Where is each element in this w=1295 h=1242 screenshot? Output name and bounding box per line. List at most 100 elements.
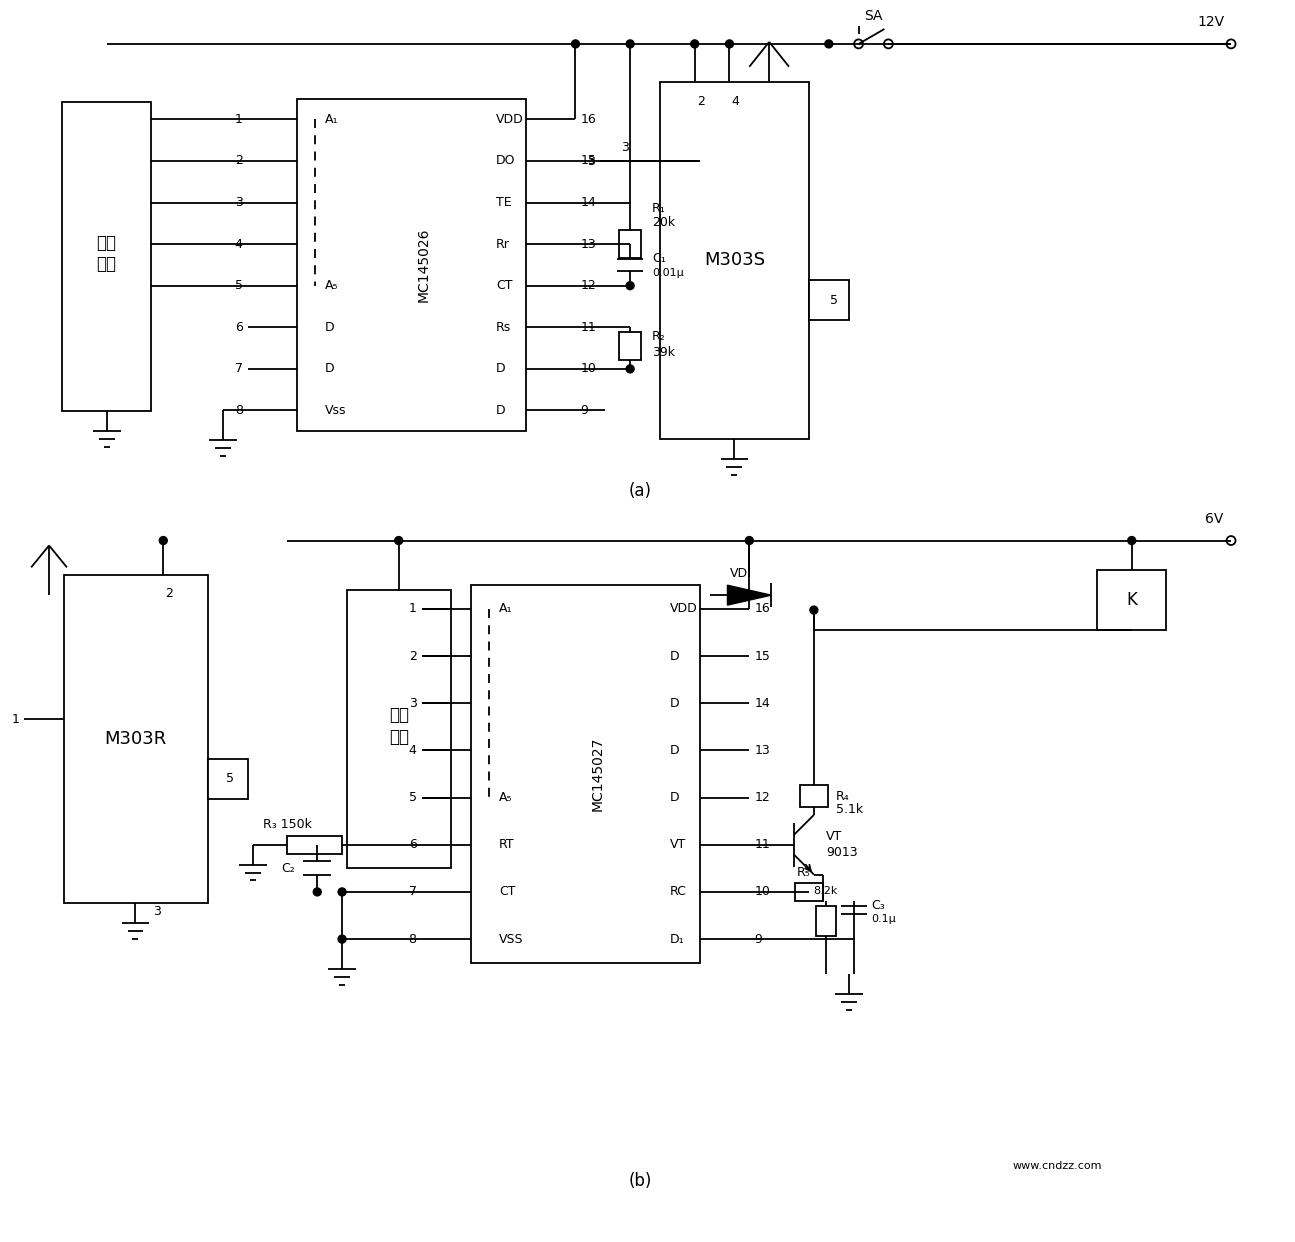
Text: 开关: 开关 (97, 256, 117, 273)
Text: R₃ 150k: R₃ 150k (263, 818, 312, 831)
Text: 15: 15 (580, 154, 596, 168)
Text: 1: 1 (12, 713, 19, 725)
Text: 5: 5 (225, 773, 234, 785)
Text: 4: 4 (409, 744, 417, 756)
Text: RC: RC (670, 886, 686, 898)
Bar (63, 575, 208, 903)
Text: MC145027: MC145027 (591, 737, 605, 811)
Text: 0.1μ: 0.1μ (872, 914, 896, 924)
Bar (287, 836, 342, 853)
Circle shape (627, 282, 635, 289)
Text: 7: 7 (234, 363, 242, 375)
Text: R₄: R₄ (835, 790, 850, 802)
Circle shape (627, 365, 635, 373)
Text: C₃: C₃ (872, 899, 886, 913)
Text: 11: 11 (580, 320, 596, 334)
Circle shape (809, 606, 818, 614)
Text: 3: 3 (409, 697, 417, 709)
Bar (619, 230, 641, 258)
Text: 3: 3 (622, 140, 629, 154)
Text: D₁: D₁ (670, 933, 685, 945)
Text: A₅: A₅ (499, 791, 513, 804)
Polygon shape (728, 585, 771, 605)
Text: 4: 4 (732, 94, 739, 108)
Text: (a): (a) (628, 482, 651, 499)
Text: 11: 11 (754, 838, 771, 851)
Text: 14: 14 (580, 196, 596, 209)
Text: 编码: 编码 (97, 233, 117, 252)
Text: 9: 9 (754, 933, 763, 945)
Text: Rs: Rs (496, 320, 512, 334)
Circle shape (627, 40, 635, 48)
Text: 7: 7 (408, 886, 417, 898)
Bar (816, 905, 835, 935)
Bar (660, 82, 809, 440)
Text: 13: 13 (580, 237, 596, 251)
Text: 4: 4 (234, 237, 242, 251)
Text: 2: 2 (409, 650, 417, 662)
Circle shape (313, 888, 321, 895)
Text: D: D (670, 744, 680, 756)
Text: D: D (670, 650, 680, 662)
Text: VSS: VSS (499, 933, 523, 945)
Text: VDD: VDD (496, 113, 523, 125)
Text: D: D (670, 697, 680, 709)
Text: M303R: M303R (105, 730, 167, 748)
Text: 14: 14 (754, 697, 771, 709)
Text: 9013: 9013 (826, 846, 857, 859)
Text: 6V: 6V (1204, 512, 1224, 525)
Bar (795, 883, 822, 900)
Text: 2: 2 (697, 94, 704, 108)
Text: A₅: A₅ (325, 279, 339, 292)
Text: 16: 16 (754, 602, 771, 615)
Text: 5.1k: 5.1k (835, 804, 862, 816)
Text: VDD: VDD (670, 602, 698, 615)
Circle shape (746, 537, 754, 544)
Text: 2: 2 (166, 586, 174, 600)
Text: SA: SA (864, 9, 883, 24)
Text: 3: 3 (234, 196, 242, 209)
Text: 1: 1 (234, 113, 242, 125)
Text: 开关: 开关 (388, 728, 409, 746)
Text: A₁: A₁ (325, 113, 339, 125)
Text: R₁: R₁ (651, 202, 666, 215)
Text: CT: CT (499, 886, 515, 898)
Text: CT: CT (496, 279, 513, 292)
Text: 8.2k: 8.2k (813, 886, 838, 895)
Text: A₁: A₁ (499, 602, 513, 615)
Text: D: D (325, 320, 335, 334)
Text: 2: 2 (234, 154, 242, 168)
Bar (809, 281, 848, 320)
Bar (347, 590, 452, 868)
Text: 10: 10 (754, 886, 771, 898)
Text: 5: 5 (408, 791, 417, 804)
Text: 20k: 20k (651, 216, 675, 229)
Circle shape (159, 537, 167, 544)
Text: 6: 6 (234, 320, 242, 334)
Text: C₂: C₂ (281, 862, 295, 874)
Text: D: D (496, 404, 505, 417)
Bar (1097, 570, 1167, 630)
Circle shape (1128, 537, 1136, 544)
Circle shape (395, 537, 403, 544)
Text: www.cndzz.com: www.cndzz.com (1013, 1161, 1102, 1171)
Text: 12: 12 (580, 279, 596, 292)
Text: 0.01μ: 0.01μ (651, 268, 684, 278)
Text: TE: TE (496, 196, 512, 209)
Text: 39k: 39k (651, 345, 675, 359)
Text: RT: RT (499, 838, 514, 851)
Circle shape (338, 935, 346, 943)
Text: DO: DO (496, 154, 515, 168)
Text: R₂: R₂ (651, 329, 666, 343)
Bar (619, 333, 641, 360)
Text: 16: 16 (580, 113, 596, 125)
Circle shape (571, 40, 579, 48)
Circle shape (725, 40, 733, 48)
Text: 5: 5 (830, 293, 838, 307)
Text: C₁: C₁ (651, 252, 666, 266)
Text: D: D (325, 363, 335, 375)
Text: 6: 6 (409, 838, 417, 851)
Text: Rr: Rr (496, 237, 510, 251)
Text: 13: 13 (754, 744, 771, 756)
Text: 8: 8 (408, 933, 417, 945)
